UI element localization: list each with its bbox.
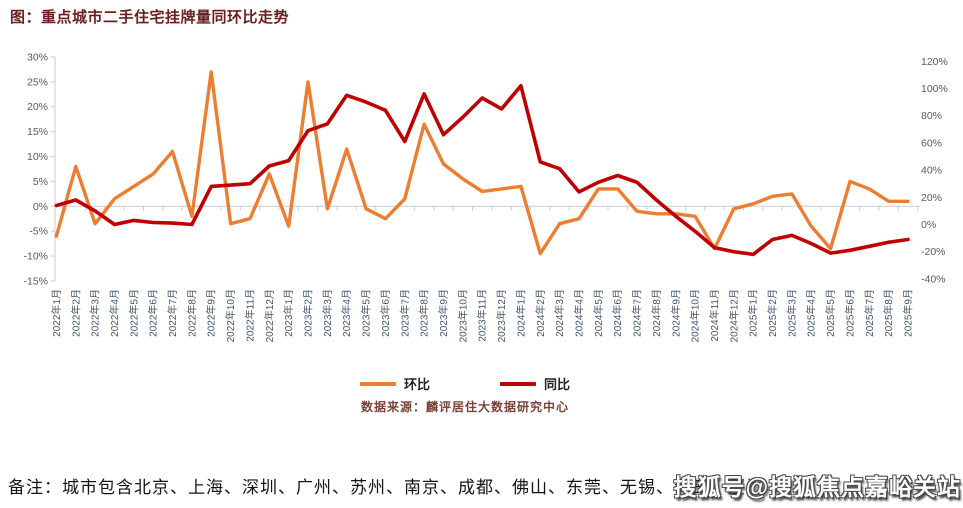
legend-label-huanbi: 环比 <box>403 377 430 392</box>
svg-text:100%: 100% <box>921 83 948 95</box>
legend-item-tongbi: 同比 <box>500 374 570 393</box>
svg-text:2023年5月: 2023年5月 <box>360 289 373 337</box>
svg-text:2024年4月: 2024年4月 <box>572 289 585 337</box>
svg-text:25%: 25% <box>27 76 48 88</box>
svg-text:2023年1月: 2023年1月 <box>282 289 295 337</box>
svg-text:2025年8月: 2025年8月 <box>882 289 895 337</box>
svg-text:2023年6月: 2023年6月 <box>379 289 392 337</box>
svg-text:2025年1月: 2025年1月 <box>747 289 760 337</box>
svg-text:2024年11月: 2024年11月 <box>708 289 721 342</box>
chart-title: 图：重点城市二手住宅挂牌量同环比走势 <box>10 10 290 26</box>
svg-text:2023年2月: 2023年2月 <box>302 289 315 337</box>
svg-text:2025年7月: 2025年7月 <box>863 289 876 337</box>
svg-text:2025年5月: 2025年5月 <box>824 289 837 337</box>
svg-text:80%: 80% <box>921 110 942 122</box>
svg-text:2023年11月: 2023年11月 <box>476 289 489 342</box>
legend-item-huanbi: 环比 <box>359 374 430 393</box>
svg-text:2024年12月: 2024年12月 <box>727 289 740 342</box>
svg-text:2024年10月: 2024年10月 <box>689 289 702 342</box>
svg-text:2024年5月: 2024年5月 <box>592 289 605 337</box>
data-source-caption: 数据来源：麟评居住大数据研究中心 <box>360 400 569 414</box>
svg-text:2024年8月: 2024年8月 <box>650 289 663 337</box>
svg-text:30%: 30% <box>27 51 48 63</box>
sohu-watermark: 搜狐号@搜狐焦点嘉峪关站 <box>673 474 961 500</box>
svg-text:2023年8月: 2023年8月 <box>418 289 431 337</box>
svg-text:2022年11月: 2022年11月 <box>243 289 256 342</box>
svg-text:20%: 20% <box>27 101 48 113</box>
footnote-cities: 备注：城市包含北京、上海、深圳、广州、苏州、南京、成都、佛山、东莞、无锡、青岛、… <box>8 478 764 497</box>
svg-text:2023年10月: 2023年10月 <box>456 289 469 342</box>
svg-text:60%: 60% <box>921 137 942 149</box>
svg-text:2023年9月: 2023年9月 <box>437 289 450 337</box>
svg-text:120%: 120% <box>921 56 948 68</box>
svg-text:2022年8月: 2022年8月 <box>185 289 198 337</box>
svg-text:2025年3月: 2025年3月 <box>785 289 798 337</box>
svg-text:0%: 0% <box>33 201 48 213</box>
y-axis-right: 120% 100% 80% 60% 40% 20% 0% -20% -40% <box>921 56 948 286</box>
legend-label-tongbi: 同比 <box>544 377 571 392</box>
svg-text:2025年6月: 2025年6月 <box>843 289 856 337</box>
svg-text:5%: 5% <box>33 176 48 188</box>
svg-text:2022年9月: 2022年9月 <box>205 289 218 337</box>
svg-text:-5%: -5% <box>29 226 48 238</box>
svg-text:2022年10月: 2022年10月 <box>224 289 237 342</box>
svg-text:2024年1月: 2024年1月 <box>514 289 527 337</box>
svg-text:2024年3月: 2024年3月 <box>553 289 566 337</box>
svg-text:2022年5月: 2022年5月 <box>127 289 140 337</box>
svg-text:2025年2月: 2025年2月 <box>766 289 779 337</box>
svg-text:15%: 15% <box>27 126 48 138</box>
x-axis <box>55 205 920 211</box>
svg-text:2022年1月: 2022年1月 <box>50 289 63 337</box>
svg-text:2023年4月: 2023年4月 <box>340 289 353 337</box>
chart-legend: 环比 同比 <box>0 374 930 393</box>
svg-text:-10%: -10% <box>23 251 48 263</box>
svg-text:2025年4月: 2025年4月 <box>805 289 818 337</box>
tongbi-series-line <box>54 84 910 257</box>
svg-text:2023年7月: 2023年7月 <box>398 289 411 337</box>
y-axis-left: 30% 25% 20% 15% 10% 5% 0% -5% -10% -15% <box>23 51 56 287</box>
svg-text:2022年2月: 2022年2月 <box>69 289 82 337</box>
svg-text:2022年12月: 2022年12月 <box>263 289 276 342</box>
svg-text:-15%: -15% <box>23 275 48 287</box>
svg-text:-20%: -20% <box>921 246 946 258</box>
svg-text:2023年3月: 2023年3月 <box>321 289 334 337</box>
svg-text:40%: 40% <box>921 165 942 177</box>
svg-text:2022年6月: 2022年6月 <box>147 289 160 337</box>
svg-text:2022年4月: 2022年4月 <box>108 289 121 337</box>
svg-text:2024年6月: 2024年6月 <box>611 289 624 337</box>
svg-text:2022年3月: 2022年3月 <box>89 289 102 337</box>
svg-text:2024年7月: 2024年7月 <box>631 289 644 337</box>
svg-text:2024年2月: 2024年2月 <box>534 289 547 337</box>
huanbi-series-line <box>54 70 910 256</box>
huanbi-line-swatch <box>359 381 396 386</box>
x-axis-labels: 2022年1月 2022年2月 2022年3月 2022年4月 2022年5月 2022年… <box>50 289 915 342</box>
svg-text:10%: 10% <box>27 151 48 163</box>
svg-text:0%: 0% <box>921 219 936 231</box>
svg-text:-40%: -40% <box>921 273 946 285</box>
svg-text:20%: 20% <box>921 192 942 204</box>
svg-text:2025年9月: 2025年9月 <box>902 289 915 337</box>
svg-text:2023年12月: 2023年12月 <box>495 289 508 342</box>
svg-text:2024年9月: 2024年9月 <box>669 289 682 337</box>
svg-text:2022年7月: 2022年7月 <box>166 289 179 337</box>
tongbi-line-swatch <box>500 381 536 386</box>
